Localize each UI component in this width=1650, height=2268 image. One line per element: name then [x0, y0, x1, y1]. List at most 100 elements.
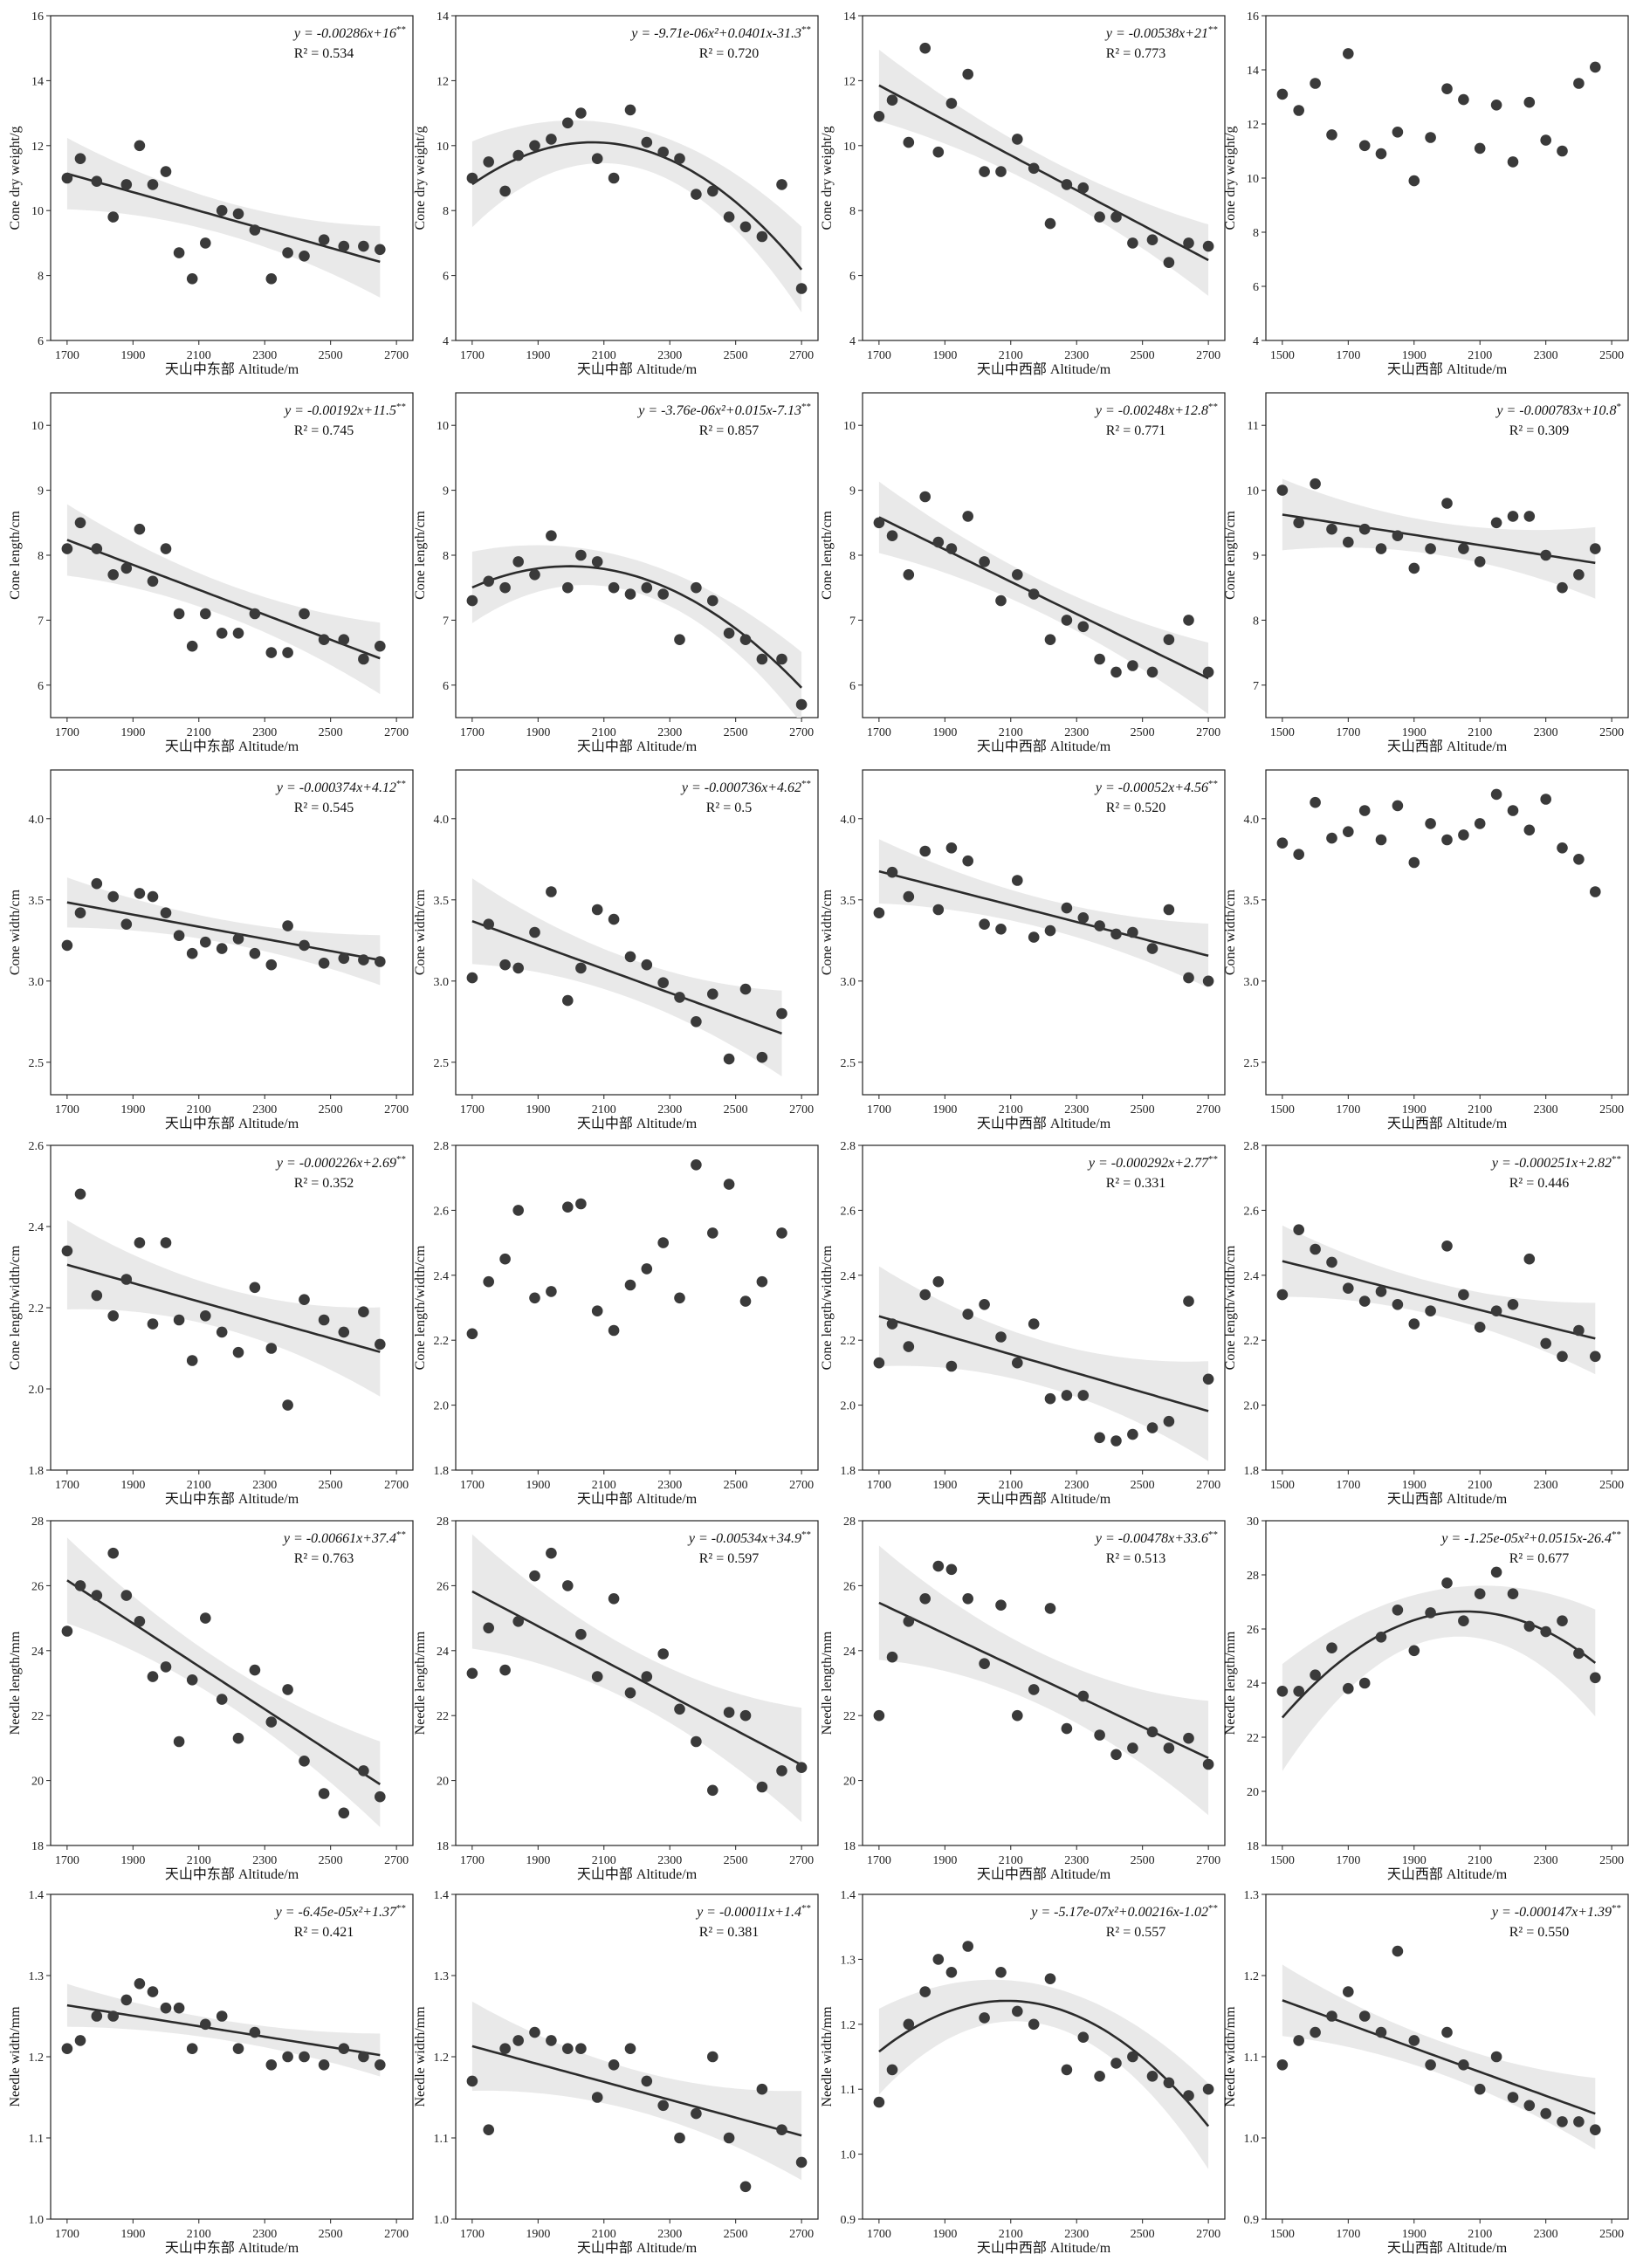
x-tick-label: 1700 [1336, 2228, 1360, 2241]
y-tick-label: 9 [38, 485, 44, 498]
data-point [147, 179, 159, 190]
data-point [657, 1237, 669, 1248]
x-tick-label: 2500 [319, 1479, 343, 1492]
data-point [74, 1580, 86, 1591]
data-point [61, 543, 73, 554]
data-point [249, 224, 261, 236]
x-axis-label: 天山西部 Altitude/m [1387, 1491, 1508, 1507]
y-tick-label: 3.5 [1244, 895, 1260, 908]
y-tick-label: 2.2 [1244, 1335, 1260, 1348]
y-axis-label: Cone length/width/cm [1223, 1245, 1238, 1370]
data-point [1061, 179, 1073, 190]
data-point [641, 2075, 653, 2087]
regression-equation: y = -6.45e-05x²+1.37** [274, 1903, 406, 1920]
data-point [657, 2100, 669, 2112]
data-point [1146, 234, 1158, 246]
data-point [1127, 237, 1138, 249]
data-point [707, 988, 718, 1000]
x-tick-label: 1900 [526, 1479, 550, 1492]
panel-5-3: 1700 1900 2100 2300 2500 2700 18 20 22 24 26 28 天山中西… [820, 1515, 1226, 1882]
data-point [1573, 569, 1585, 581]
data-point [739, 634, 752, 645]
y-tick-label: 12 [437, 75, 449, 88]
y-tick-label: 4.0 [434, 814, 450, 827]
data-point [1077, 182, 1090, 194]
data-point [979, 556, 990, 567]
data-point [575, 2043, 587, 2054]
data-point [1326, 832, 1337, 844]
data-point [756, 2083, 768, 2095]
data-point [1310, 796, 1321, 808]
x-tick-label: 2700 [384, 349, 409, 362]
data-point [1375, 543, 1387, 554]
confidence-band [471, 545, 802, 718]
data-point [318, 1788, 330, 1799]
data-point [624, 588, 636, 600]
data-point [1441, 1241, 1453, 1252]
data-point [318, 2059, 330, 2071]
data-point [795, 698, 808, 711]
panel-4-4: 1500 1700 1900 2100 2300 2500 1.8 2.0 2.2 2.4 2.6 2… [1223, 1140, 1629, 1507]
data-point [160, 907, 172, 918]
data-point [691, 581, 702, 594]
y-tick-label: 1.1 [29, 2133, 45, 2146]
y-tick-label: 2.5 [841, 1057, 856, 1070]
data-point [1077, 2031, 1090, 2043]
x-tick-label: 2300 [1534, 2228, 1558, 2241]
y-tick-label: 4.0 [29, 814, 45, 827]
panel-1-3: 1700 1900 2100 2300 2500 2700 4 6 8 10 12 14 天山中西部 A… [820, 10, 1226, 377]
data-point [216, 1326, 228, 1338]
x-tick-label: 2500 [1599, 1103, 1624, 1117]
y-tick-label: 28 [843, 1515, 856, 1529]
y-tick-label: 2.4 [1244, 1270, 1260, 1283]
data-point [1573, 78, 1585, 89]
data-point [739, 983, 752, 995]
x-axis-label: 天山中部 Altitude/m [577, 361, 698, 377]
data-point [1326, 2010, 1337, 2022]
data-point [74, 153, 86, 164]
data-point [91, 1590, 103, 1601]
panel-3-3: 1700 1900 2100 2300 2500 2700 2.5 3.0 3.5 4.0 天山中西… [820, 769, 1226, 1131]
data-point [707, 185, 718, 197]
y-tick-label: 6 [443, 271, 449, 284]
data-point [1590, 2124, 1601, 2135]
x-tick-label: 2500 [1131, 349, 1155, 362]
data-point [375, 244, 386, 256]
y-tick-label: 6 [443, 680, 449, 693]
data-point [61, 1625, 73, 1637]
data-point [265, 959, 278, 971]
y-tick-label: 12 [1247, 119, 1259, 132]
data-point [173, 247, 185, 258]
data-point [591, 2092, 603, 2103]
y-tick-label: 2.4 [434, 1270, 450, 1283]
x-tick-label: 1900 [526, 726, 550, 739]
y-tick-label: 1.3 [841, 1954, 856, 1967]
data-point [1590, 886, 1601, 897]
x-tick-label: 1900 [1402, 1103, 1427, 1117]
panel-2-2: 1700 1900 2100 2300 2500 2700 6 7 8 9 10 天山中部 Altit… [413, 392, 819, 754]
data-point [1163, 1742, 1175, 1754]
y-tick-label: 20 [843, 1776, 856, 1789]
data-point [1202, 240, 1214, 252]
x-tick-label: 2100 [1468, 349, 1492, 362]
y-axis-label: Cone length/width/cm [820, 1245, 835, 1370]
regression-equation: y = -0.00011x+1.4** [695, 1903, 811, 1920]
y-tick-label: 30 [1247, 1515, 1259, 1529]
plot-content [873, 1266, 1214, 1461]
data-point [265, 1716, 278, 1728]
data-point [1044, 924, 1056, 937]
y-axis-label: Cone dry weight/g [413, 126, 428, 230]
data-point [107, 211, 119, 223]
x-tick-label: 2100 [999, 1103, 1023, 1117]
y-tick-label: 8 [1253, 615, 1259, 628]
data-point [1146, 2071, 1158, 2082]
x-tick-label: 2500 [1599, 1479, 1624, 1492]
x-tick-label: 2500 [1131, 2228, 1155, 2241]
plot-content [466, 530, 808, 718]
panel-2-1: 1700 1900 2100 2300 2500 2700 6 7 8 9 10 天山中东部 Alti… [8, 392, 414, 754]
data-point [575, 107, 587, 119]
data-point [1441, 2026, 1453, 2038]
data-point [1392, 530, 1404, 541]
data-point [375, 2059, 386, 2071]
data-point [1094, 2071, 1105, 2082]
